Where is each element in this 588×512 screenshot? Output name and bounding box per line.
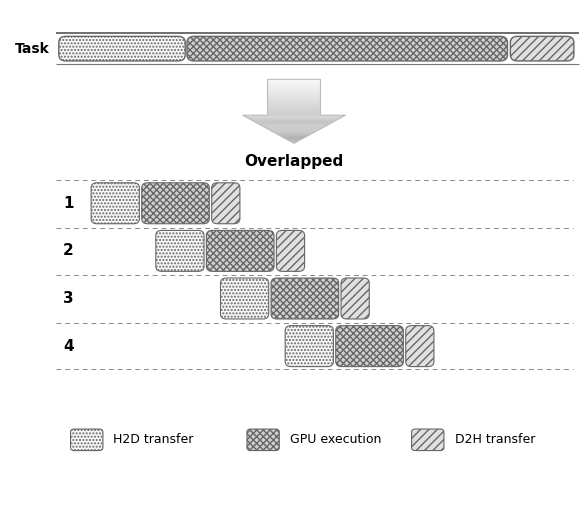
Bar — [268, 107, 320, 108]
Polygon shape — [261, 125, 327, 126]
Polygon shape — [290, 141, 298, 142]
Polygon shape — [282, 137, 306, 138]
Bar — [268, 94, 320, 95]
Polygon shape — [253, 121, 335, 122]
Bar — [268, 81, 320, 82]
Bar — [268, 83, 320, 84]
Bar — [268, 113, 320, 114]
Text: 4: 4 — [63, 338, 74, 354]
Bar — [268, 82, 320, 83]
Polygon shape — [267, 129, 321, 130]
FancyBboxPatch shape — [71, 429, 103, 451]
Polygon shape — [270, 131, 318, 132]
Polygon shape — [286, 139, 302, 140]
Text: H2D transfer: H2D transfer — [113, 433, 194, 446]
Bar — [268, 92, 320, 93]
FancyBboxPatch shape — [59, 36, 185, 61]
Bar — [268, 110, 320, 112]
Text: Overlapped: Overlapped — [245, 154, 343, 169]
Polygon shape — [251, 120, 337, 121]
Polygon shape — [247, 118, 341, 119]
Polygon shape — [257, 123, 331, 124]
Polygon shape — [255, 122, 333, 123]
FancyBboxPatch shape — [91, 183, 139, 224]
Bar — [268, 106, 320, 107]
FancyBboxPatch shape — [510, 36, 574, 61]
Bar — [268, 87, 320, 88]
Bar — [268, 98, 320, 100]
Polygon shape — [265, 127, 323, 129]
Text: 3: 3 — [63, 291, 74, 306]
Text: D2H transfer: D2H transfer — [455, 433, 535, 446]
Bar — [268, 93, 320, 94]
Polygon shape — [269, 130, 319, 131]
Bar — [268, 97, 320, 98]
Bar — [268, 88, 320, 89]
Bar — [268, 105, 320, 106]
Bar — [268, 101, 320, 102]
FancyBboxPatch shape — [220, 278, 269, 319]
FancyBboxPatch shape — [285, 326, 333, 367]
FancyBboxPatch shape — [142, 183, 209, 224]
Bar — [268, 103, 320, 104]
Polygon shape — [245, 117, 343, 118]
Bar — [268, 80, 320, 81]
Polygon shape — [249, 119, 339, 120]
FancyBboxPatch shape — [271, 278, 339, 319]
Polygon shape — [259, 124, 329, 125]
Text: 1: 1 — [63, 196, 74, 211]
Polygon shape — [243, 116, 345, 117]
Text: GPU execution: GPU execution — [290, 433, 381, 446]
Bar — [268, 89, 320, 90]
Polygon shape — [275, 133, 313, 134]
Polygon shape — [292, 142, 296, 143]
Bar — [268, 79, 320, 80]
FancyBboxPatch shape — [187, 36, 507, 61]
Polygon shape — [288, 140, 300, 141]
Bar — [268, 96, 320, 97]
FancyBboxPatch shape — [406, 326, 434, 367]
Text: 2: 2 — [63, 243, 74, 259]
Bar — [268, 84, 320, 86]
FancyBboxPatch shape — [341, 278, 369, 319]
Bar — [268, 109, 320, 110]
Bar — [268, 90, 320, 91]
Polygon shape — [273, 132, 315, 133]
Text: Task: Task — [15, 41, 50, 56]
FancyBboxPatch shape — [336, 326, 403, 367]
FancyBboxPatch shape — [412, 429, 444, 451]
FancyBboxPatch shape — [156, 230, 204, 271]
Bar — [268, 114, 320, 115]
Bar — [268, 115, 320, 116]
Bar — [268, 102, 320, 103]
Polygon shape — [278, 135, 310, 136]
Bar — [268, 100, 320, 101]
Polygon shape — [263, 126, 325, 127]
FancyBboxPatch shape — [276, 230, 305, 271]
Bar — [268, 104, 320, 105]
FancyBboxPatch shape — [206, 230, 274, 271]
Bar — [268, 108, 320, 109]
Polygon shape — [280, 136, 308, 137]
Bar — [268, 91, 320, 92]
FancyBboxPatch shape — [247, 429, 279, 451]
Bar — [268, 112, 320, 113]
Polygon shape — [284, 138, 304, 139]
Bar — [268, 86, 320, 87]
FancyBboxPatch shape — [212, 183, 240, 224]
Polygon shape — [276, 134, 312, 135]
Bar — [268, 95, 320, 96]
